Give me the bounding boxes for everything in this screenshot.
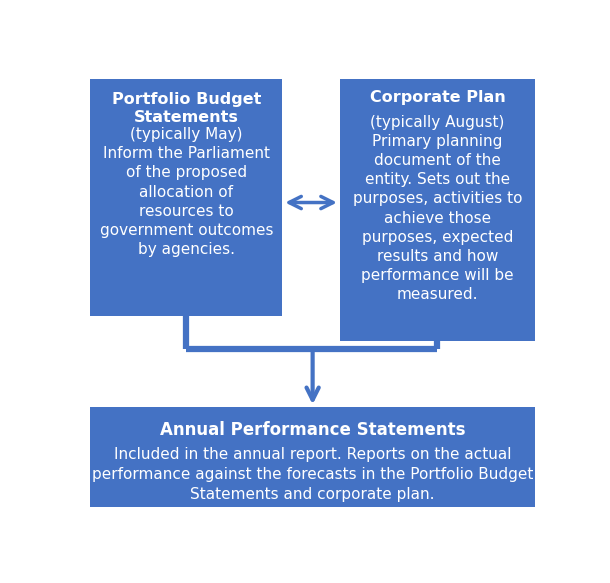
Text: Included in the annual report. Reports on the actual
performance against the for: Included in the annual report. Reports o… xyxy=(92,447,533,502)
Bar xyxy=(90,79,282,317)
Text: (typically August)
Primary planning
document of the
entity. Sets out the
purpose: (typically August) Primary planning docu… xyxy=(353,115,522,303)
Text: (typically May)
Inform the Parliament
of the proposed
allocation of
resources to: (typically May) Inform the Parliament of… xyxy=(99,127,273,257)
Text: Annual Performance Statements: Annual Performance Statements xyxy=(160,421,465,439)
Text: Corporate Plan: Corporate Plan xyxy=(370,90,505,105)
Bar xyxy=(340,79,535,341)
Text: Portfolio Budget
Statements: Portfolio Budget Statements xyxy=(112,92,261,125)
Bar xyxy=(90,407,535,507)
